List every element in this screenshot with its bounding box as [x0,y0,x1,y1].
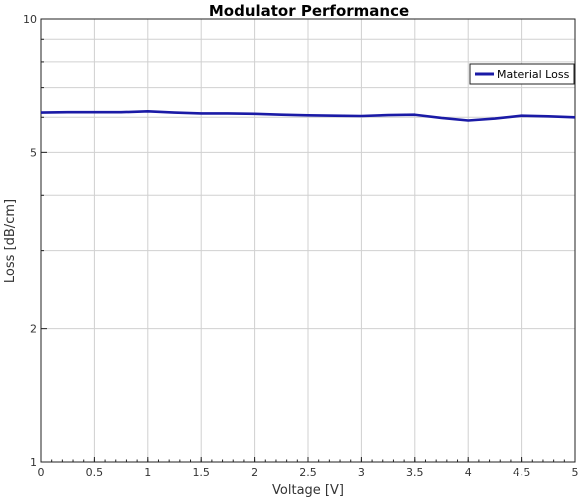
x-tick-label: 3.5 [406,466,424,479]
x-tick-label: 2 [251,466,258,479]
x-tick-label: 3 [358,466,365,479]
x-tick-label: 2.5 [299,466,317,479]
legend-box [469,63,575,85]
legend: Material Loss [469,63,575,85]
x-tick-label: 0 [38,466,45,479]
chart-title: Modulator Performance [209,2,409,20]
series-line-material-loss [40,109,576,122]
y-axis-label: Loss [dB/cm] [3,199,18,283]
x-tick-label: 0.5 [86,466,104,479]
x-tick-label: 4.5 [513,466,531,479]
watermark-text: 知乎 @摩尔芯创 [440,462,542,479]
legend-entry-label: Material Loss [497,68,570,81]
y-tick-label: 2 [30,323,37,336]
plot-frame [40,18,576,463]
series-group [40,109,576,122]
y-tick-labels: 1 2 5 10 [23,13,37,469]
grid-lines [41,19,575,462]
x-tick-labels: 0 0.5 1 1.5 2 2.5 3 3.5 4 4.5 5 [38,466,579,479]
y-tick-label: 1 [30,456,37,469]
x-tick-label: 4 [465,466,472,479]
y-tick-label: 5 [30,146,37,159]
y-tick-label: 10 [23,13,37,26]
x-tick-label: 1.5 [192,466,210,479]
x-axis-label: Voltage [V] [272,483,344,498]
x-tick-label: 5 [572,466,579,479]
x-tick-label: 1 [144,466,151,479]
